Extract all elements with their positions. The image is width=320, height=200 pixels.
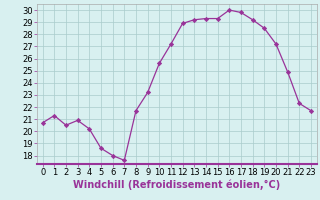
X-axis label: Windchill (Refroidissement éolien,°C): Windchill (Refroidissement éolien,°C) [73, 180, 280, 190]
